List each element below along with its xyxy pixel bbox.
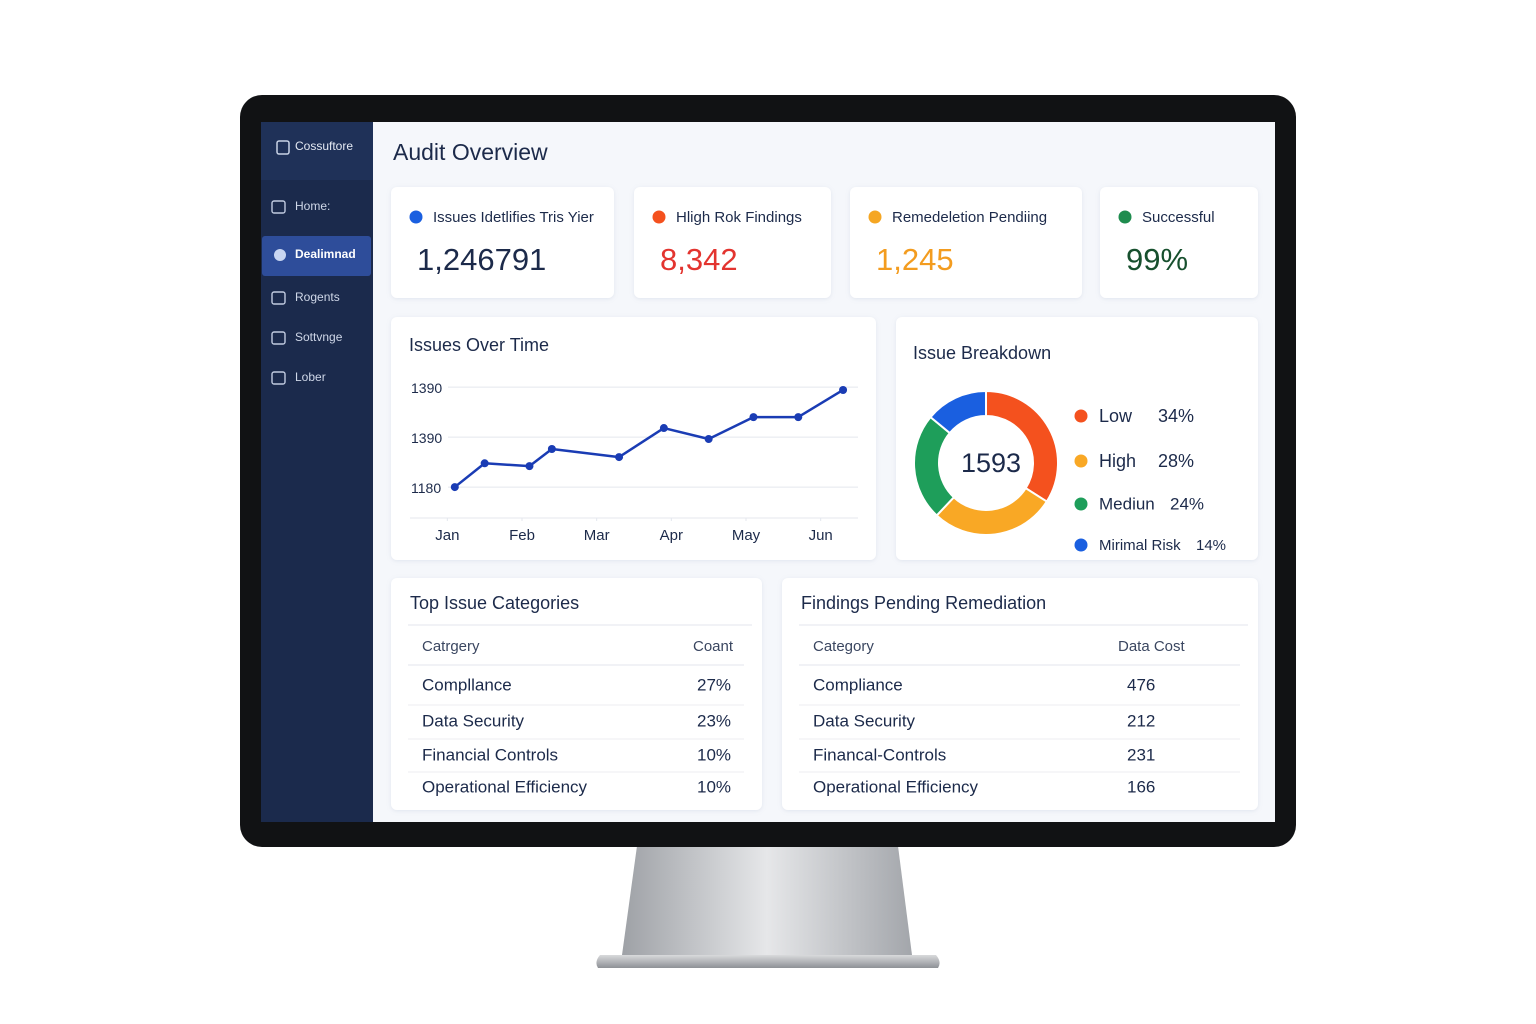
kpi-dot [1118,210,1132,224]
table-cell: Data Security [422,711,525,730]
sidebar-brand-area [261,122,373,180]
table-title: Findings Pending Remediation [801,593,1046,613]
line-point [480,459,489,468]
monitor-base [596,955,940,968]
line-point [704,435,713,444]
y-tick-label: 1180 [411,480,441,496]
x-tick-label: Apr [660,527,683,544]
kpi-value: 8,342 [660,242,738,277]
table-title: Top Issue Categories [410,593,579,613]
sidebar [261,122,373,822]
table-cell: Operational Efficiency [422,777,588,796]
card [782,578,1258,810]
brand-icon [276,140,290,155]
kpi-value: 1,245 [876,242,954,277]
kpi-value: 1,246791 [417,242,546,277]
chart-title: Issue Breakdown [913,343,1051,363]
nav-item[interactable]: Lober [295,370,326,384]
legend-label: Low [1099,406,1133,426]
nav-item[interactable]: Rogents [295,290,340,304]
table-cell: Operational Efficiency [813,777,979,796]
table-cell: 10% [697,777,731,796]
legend-value: 34% [1158,406,1194,426]
table-cell: 476 [1127,675,1155,694]
legend-label: High [1099,451,1136,471]
line-point [794,413,803,422]
y-tick-label: 1390 [411,430,442,446]
nav-icon [271,291,286,305]
table-cell: 10% [697,745,731,764]
x-tick-label: Feb [509,527,535,544]
page-title: Audit Overview [393,139,548,165]
legend-label: Mediun [1099,494,1155,513]
kpi-dot [409,210,423,224]
dashboard: Cossuftore Home: Dealimnad Rogents Sottvnge L… [262,139,1258,810]
card [391,578,762,810]
card [391,187,614,298]
nav-item[interactable]: Dealimnad [295,247,356,261]
line-point [749,413,758,422]
donut-center-label: 1593 [961,448,1021,478]
table-cell: 231 [1127,745,1155,764]
x-tick-label: Jun [809,527,833,544]
line-point [450,483,459,492]
legend-value: 28% [1158,451,1194,471]
table-cell: 27% [697,675,731,694]
card [1100,187,1258,298]
nav-icon [271,371,286,385]
kpi-label: Issues Idetlifies Tris Yier [433,209,594,226]
kpi-dot [652,210,666,224]
y-tick-label: 1390 [411,380,442,396]
line-series [454,388,844,489]
table-cell: 212 [1127,711,1155,730]
x-tick-label: May [732,527,761,544]
kpi-value: 99% [1126,242,1188,277]
legend-dot [1074,497,1088,511]
kpi-label: Remedeletion Pendiing [892,209,1047,226]
legend-dot [1074,538,1088,552]
nav-item[interactable]: Home: [295,199,330,213]
card [391,317,876,560]
legend-value: 24% [1170,494,1204,513]
table-cell: Financal-Controls [813,745,946,764]
line-point [659,424,668,433]
table-header: Catrgery [422,638,480,655]
legend-dot [1074,454,1088,468]
table-header: Category [813,638,874,655]
line-point [839,385,848,394]
kpi-dot [868,210,882,224]
brand-name: Cossuftore [295,139,353,153]
nav-active-bg [262,236,371,276]
nav-icon [274,249,286,261]
x-tick-label: Jan [435,527,459,544]
line-point [615,453,624,462]
monitor-stand [622,846,912,955]
kpi-label: Hligh Rok Findings [676,209,802,226]
line-point [547,445,556,453]
line-point [525,462,534,471]
nav-icon [271,200,286,214]
table-header: Coant [693,638,734,655]
card [896,317,1258,560]
legend-value: 14% [1196,537,1226,554]
nav-item[interactable]: Sottvnge [295,330,343,344]
table-header: Data Cost [1118,638,1186,655]
table-cell: 166 [1127,777,1155,796]
kpi-label: Successful [1142,209,1215,226]
nav-icon [271,331,286,345]
legend-label: Mirimal Risk [1099,537,1181,554]
table-cell: 23% [697,711,731,730]
table-cell: Data Security [813,711,916,730]
card [634,187,831,298]
donut-segment [929,389,987,435]
x-tick-label: Mar [584,527,610,544]
table-cell: Compllance [422,675,512,694]
legend-dot [1074,409,1088,423]
table-cell: Financial Controls [422,745,558,764]
table-cell: Compliance [813,675,903,694]
chart-title: Issues Over Time [409,335,549,355]
card [850,187,1082,298]
